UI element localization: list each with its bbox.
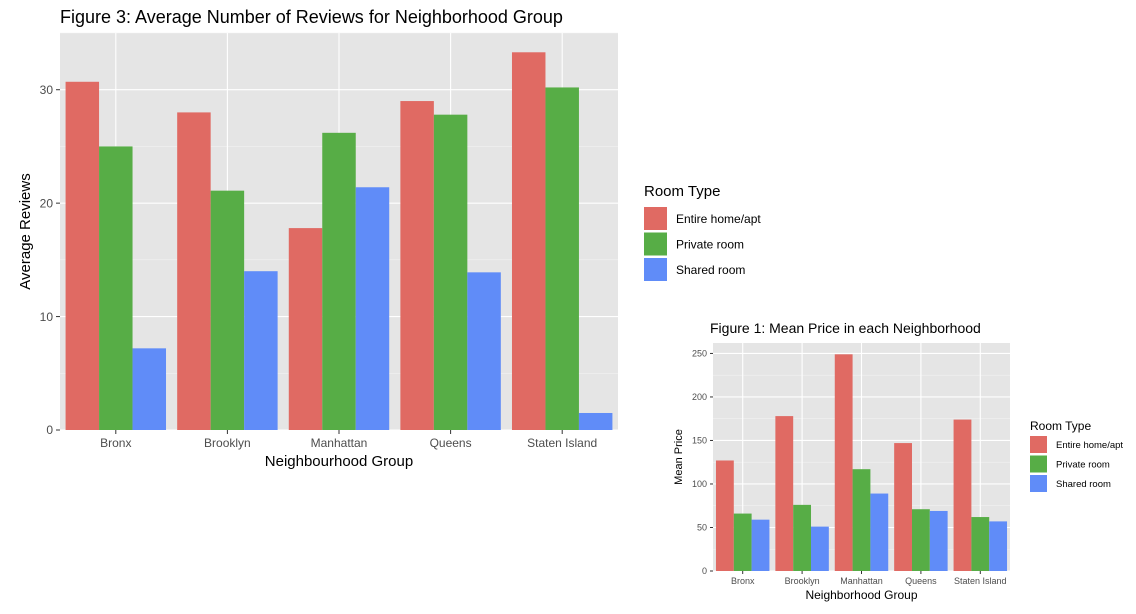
fig3-ytick-label: 0 <box>46 423 53 437</box>
fig1-bar <box>733 513 752 571</box>
fig3-legend-key <box>644 207 667 230</box>
fig1-bar <box>989 521 1008 571</box>
fig3-xtick-label: Bronx <box>100 436 131 450</box>
fig3-ytick-label: 20 <box>40 196 54 210</box>
fig3-bar <box>545 87 579 431</box>
fig3-chart: Figure 3: Average Number of Reviews for … <box>17 7 761 470</box>
fig1-legend-title: Room Type <box>1030 419 1091 433</box>
fig3-xtick-label: Manhattan <box>311 436 368 450</box>
fig3-xtick-label: Brooklyn <box>204 436 251 450</box>
fig3-bar <box>578 412 613 430</box>
fig1-legend-key <box>1030 455 1047 473</box>
fig1-legend: Room Type Entire home/apt Private room Shar… <box>1030 419 1123 492</box>
fig1-legend-key <box>1030 475 1047 492</box>
fig3-bar <box>400 101 434 431</box>
fig1-ytick-label: 0 <box>702 566 707 576</box>
fig3-legend-label: Private room <box>676 237 744 251</box>
fig3-bar <box>244 271 278 430</box>
fig1-bar <box>775 416 794 571</box>
fig3-legend-key <box>644 258 667 281</box>
fig1-bar <box>971 517 990 571</box>
fig3-legend: Room Type Entire home/apt Private room Shar… <box>644 183 761 281</box>
fig1-bar <box>953 419 972 571</box>
fig3-bar <box>99 146 133 430</box>
fig1-ytick-label: 100 <box>692 479 707 489</box>
fig1-xtick-label: Brooklyn <box>785 576 820 586</box>
fig1-legend-label: Entire home/apt <box>1056 440 1123 451</box>
fig1-xtick-label: Bronx <box>731 576 755 586</box>
fig3-legend-key <box>644 232 667 256</box>
fig3-bar <box>355 187 390 430</box>
fig1-xtick-label: Queens <box>905 576 937 586</box>
fig1-bar <box>834 354 853 571</box>
fig1-ytick-label: 50 <box>697 523 707 533</box>
fig1-title: Figure 1: Mean Price in each Neighborhoo… <box>710 320 981 336</box>
fig3-bar <box>288 228 323 430</box>
fig3-ytick-label: 30 <box>40 83 54 97</box>
fig3-bar <box>467 272 501 430</box>
fig1-bar <box>852 469 871 571</box>
fig1-bar <box>751 519 770 571</box>
fig1-bar <box>870 493 889 571</box>
fig3-title: Figure 3: Average Number of Reviews for … <box>60 7 563 27</box>
fig1-ytick-label: 150 <box>692 436 707 446</box>
fig3-xtick-label: Queens <box>430 436 472 450</box>
fig1-bar <box>793 504 812 571</box>
fig3-legend-label: Entire home/apt <box>676 212 761 226</box>
fig3-legend-title: Room Type <box>644 183 720 200</box>
fig1-bar <box>911 509 930 571</box>
fig3-x-axis-label: Neighbourhood Group <box>265 453 413 470</box>
fig1-xtick-label: Staten Island <box>954 576 1007 586</box>
fig3-bar <box>132 348 167 430</box>
fig1-bar <box>811 526 829 571</box>
fig1-ytick-label: 250 <box>692 349 707 359</box>
fig3-xtick-label: Staten Island <box>527 436 597 450</box>
fig3-legend-label: Shared room <box>676 263 745 277</box>
fig1-bar <box>715 460 734 571</box>
fig3-bar <box>210 190 245 430</box>
fig3-bar <box>511 52 546 430</box>
fig1-xtick-label: Manhattan <box>840 576 883 586</box>
fig1-legend-key <box>1030 436 1047 453</box>
fig3-bar <box>65 81 100 430</box>
fig1-y-axis-label: Mean Price <box>673 429 685 485</box>
fig3-bar <box>322 132 356 430</box>
fig3-bar <box>433 114 468 430</box>
fig1-bar <box>929 510 948 571</box>
fig1-x-axis-label: Neighborhood Group <box>805 588 917 602</box>
fig1-legend-label: Shared room <box>1056 479 1111 490</box>
fig3-bar <box>177 112 211 431</box>
fig1-ytick-label: 200 <box>692 392 707 402</box>
fig1-chart: Figure 1: Mean Price in each Neighborhoo… <box>673 320 1123 602</box>
fig3-ytick-label: 10 <box>40 310 54 324</box>
fig1-legend-label: Private room <box>1056 459 1110 470</box>
fig1-bar <box>894 443 912 571</box>
fig3-y-axis-label: Average Reviews <box>17 173 34 289</box>
